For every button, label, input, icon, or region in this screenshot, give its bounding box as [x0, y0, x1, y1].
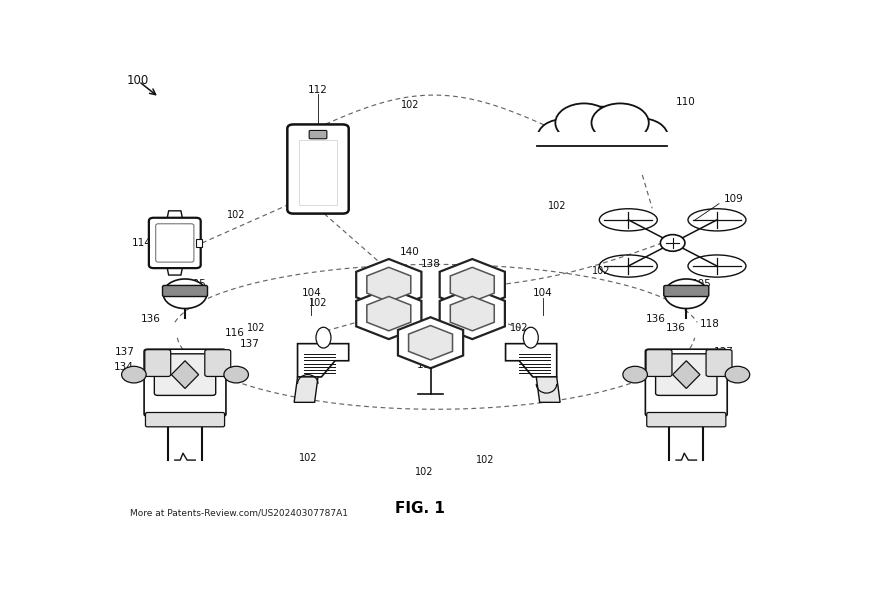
FancyBboxPatch shape [156, 224, 194, 262]
Text: 134: 134 [114, 362, 134, 372]
Text: 118: 118 [700, 319, 720, 329]
Polygon shape [536, 377, 561, 403]
Text: 110: 110 [676, 97, 696, 107]
Bar [299, 140, 337, 205]
Ellipse shape [524, 327, 539, 348]
Polygon shape [440, 259, 505, 310]
FancyBboxPatch shape [645, 349, 727, 416]
Polygon shape [294, 377, 318, 403]
Polygon shape [398, 317, 463, 368]
FancyBboxPatch shape [163, 286, 208, 296]
Circle shape [623, 366, 648, 383]
FancyBboxPatch shape [309, 130, 326, 139]
Polygon shape [172, 361, 199, 388]
Polygon shape [297, 344, 348, 377]
Text: 104: 104 [533, 288, 553, 298]
Text: 102: 102 [400, 100, 420, 110]
Circle shape [555, 103, 612, 142]
FancyBboxPatch shape [706, 350, 732, 376]
FancyBboxPatch shape [154, 354, 216, 395]
Text: 137: 137 [115, 347, 135, 356]
FancyBboxPatch shape [144, 349, 226, 416]
Bar [533, 132, 670, 173]
Polygon shape [166, 265, 183, 275]
Text: 144: 144 [487, 301, 507, 310]
Ellipse shape [316, 327, 331, 348]
Text: More at Patents-Review.com/US20240307787A1: More at Patents-Review.com/US20240307787… [130, 509, 348, 518]
FancyBboxPatch shape [646, 350, 672, 376]
Polygon shape [356, 288, 422, 339]
FancyBboxPatch shape [145, 350, 171, 376]
Polygon shape [451, 296, 495, 331]
Polygon shape [367, 296, 411, 331]
FancyBboxPatch shape [664, 286, 708, 296]
FancyBboxPatch shape [288, 124, 348, 214]
Circle shape [660, 235, 685, 251]
Circle shape [563, 107, 639, 157]
Text: 105: 105 [187, 278, 207, 289]
Text: 136: 136 [141, 314, 161, 324]
Text: 102: 102 [476, 455, 495, 465]
Text: 104: 104 [301, 288, 321, 298]
Text: 137: 137 [714, 347, 734, 356]
Polygon shape [367, 268, 411, 302]
Text: 140: 140 [400, 247, 420, 257]
Text: 102: 102 [414, 467, 433, 476]
Circle shape [163, 279, 207, 308]
Text: 114: 114 [132, 238, 151, 248]
Text: 112: 112 [308, 85, 328, 95]
Circle shape [538, 119, 590, 154]
Text: 100: 100 [127, 74, 150, 87]
Text: 109: 109 [723, 194, 744, 204]
Text: 136: 136 [666, 323, 686, 334]
Text: 105: 105 [692, 278, 712, 289]
Polygon shape [356, 259, 422, 310]
Polygon shape [672, 361, 700, 388]
Circle shape [613, 118, 668, 155]
Text: 108: 108 [417, 361, 437, 370]
Text: 138: 138 [421, 259, 441, 269]
FancyBboxPatch shape [149, 218, 201, 268]
Polygon shape [451, 268, 495, 302]
FancyBboxPatch shape [205, 350, 231, 376]
FancyBboxPatch shape [656, 354, 717, 395]
FancyBboxPatch shape [647, 412, 726, 427]
Text: 146: 146 [473, 319, 493, 329]
Text: 102: 102 [510, 323, 529, 334]
Text: 137: 137 [240, 338, 260, 349]
Polygon shape [408, 326, 452, 360]
Circle shape [664, 279, 708, 308]
FancyBboxPatch shape [145, 412, 224, 427]
Text: 102: 102 [591, 266, 611, 275]
Text: 116: 116 [225, 328, 245, 338]
Circle shape [224, 366, 248, 383]
Text: 102: 102 [309, 298, 327, 308]
Polygon shape [440, 288, 505, 339]
Text: 102: 102 [547, 201, 566, 211]
Circle shape [591, 103, 649, 142]
Circle shape [121, 366, 146, 383]
Polygon shape [166, 211, 183, 221]
Text: 102: 102 [227, 210, 246, 220]
Polygon shape [506, 344, 557, 377]
Bar [196, 239, 202, 247]
Circle shape [725, 366, 750, 383]
Text: 102: 102 [247, 323, 266, 334]
Text: 136: 136 [646, 314, 665, 324]
Text: FIG. 1: FIG. 1 [395, 501, 445, 516]
Text: 102: 102 [298, 453, 317, 463]
